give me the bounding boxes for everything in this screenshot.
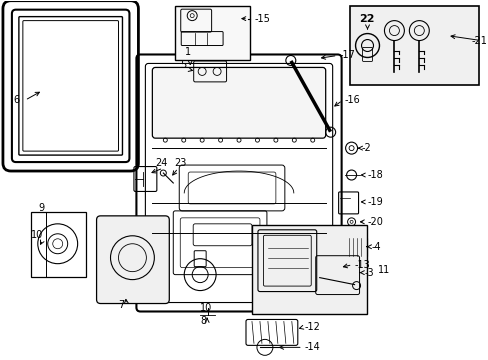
Bar [251, 225, 366, 315]
Text: 11: 11 [377, 265, 389, 275]
Text: 7: 7 [118, 300, 124, 310]
Text: -12: -12 [304, 323, 320, 332]
Text: -16: -16 [344, 95, 360, 105]
Text: 22: 22 [359, 14, 374, 24]
Text: -4: -4 [371, 242, 380, 252]
Text: 24: 24 [155, 158, 167, 168]
Bar [31, 212, 85, 276]
FancyBboxPatch shape [96, 216, 169, 303]
Text: -20: -20 [367, 217, 383, 227]
Text: 10: 10 [31, 230, 43, 240]
Text: -17: -17 [339, 50, 355, 60]
Text: -2: -2 [361, 143, 370, 153]
Bar [344, 238, 366, 256]
Text: -3: -3 [364, 267, 373, 278]
Bar [346, 268, 356, 278]
Bar [349, 6, 478, 85]
Text: 6: 6 [13, 95, 19, 105]
Bar [175, 6, 249, 60]
Text: 5: 5 [180, 60, 186, 71]
Text: -15: -15 [254, 14, 270, 24]
Text: 8: 8 [200, 316, 206, 327]
Text: -13: -13 [354, 260, 369, 270]
Text: 10: 10 [200, 302, 212, 312]
Text: 9: 9 [39, 203, 45, 213]
FancyBboxPatch shape [152, 67, 325, 138]
Text: -18: -18 [367, 170, 383, 180]
Text: 23: 23 [174, 158, 186, 168]
Text: -21: -21 [470, 36, 486, 46]
Text: 1: 1 [185, 48, 191, 58]
Text: -14: -14 [304, 342, 320, 352]
Text: -19: -19 [367, 197, 383, 207]
